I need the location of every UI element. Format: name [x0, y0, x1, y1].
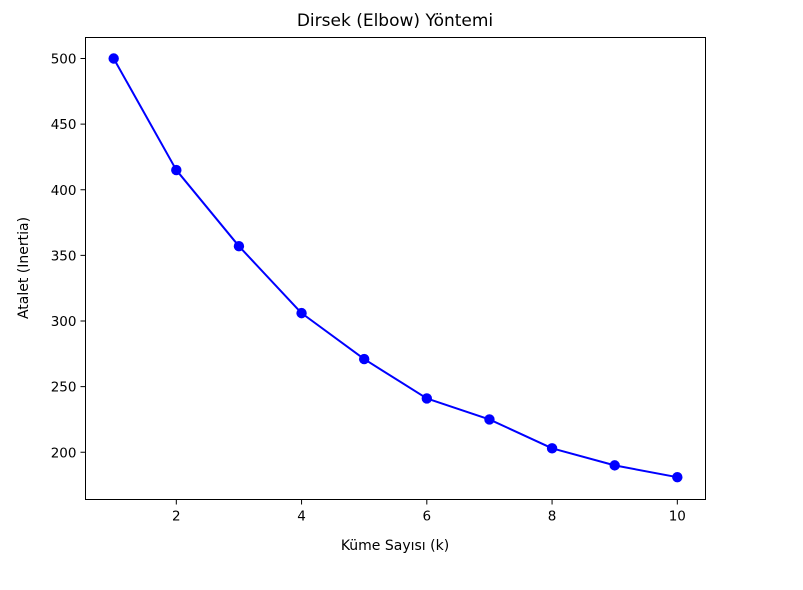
y-tick-label: 500	[51, 52, 77, 68]
data-point	[296, 307, 307, 319]
y-tick-label: 300	[51, 314, 77, 330]
data-point	[672, 471, 683, 483]
y-axis: 200 250 300 350 400 450 500	[51, 52, 86, 461]
plot-area	[108, 53, 683, 483]
chart-title: Dirsek (Elbow) Yöntemi	[297, 11, 493, 31]
y-tick-label: 350	[51, 248, 77, 264]
series-line	[112, 58, 678, 479]
y-axis-label: Atalet (Inertia)	[16, 217, 32, 319]
y-tick-label: 250	[51, 380, 77, 396]
data-point	[233, 240, 245, 252]
x-axis: 2 4 6 8 10	[172, 499, 686, 525]
data-point	[358, 353, 370, 365]
axes-frame	[85, 37, 706, 500]
x-tick-label: 2	[172, 509, 181, 525]
y-tick-label: 200	[51, 445, 77, 461]
x-tick-label: 6	[423, 509, 432, 525]
data-point	[421, 393, 433, 404]
data-point	[171, 164, 182, 176]
y-tick-label: 450	[51, 117, 77, 133]
y-tick-label: 400	[51, 183, 77, 199]
data-point	[546, 443, 558, 454]
data-point	[484, 414, 495, 425]
x-tick-label: 10	[669, 509, 686, 525]
data-point	[609, 460, 620, 471]
data-point	[108, 53, 119, 64]
x-tick-label: 8	[548, 509, 557, 525]
x-tick-label: 4	[297, 509, 306, 525]
x-axis-label: Küme Sayısı (k)	[341, 538, 449, 554]
